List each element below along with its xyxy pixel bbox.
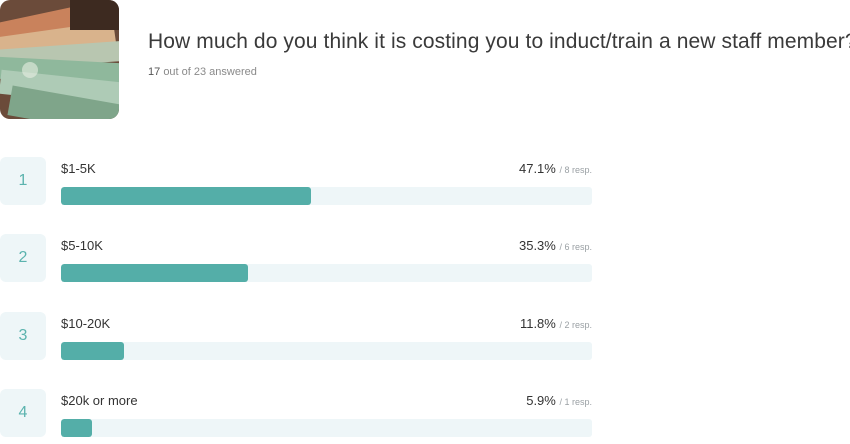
rank-badge: 3 xyxy=(0,312,46,360)
progress-track xyxy=(61,342,592,360)
answer-percent: 47.1% / 8 resp. xyxy=(519,161,592,176)
progress-track xyxy=(61,187,592,205)
progress-fill xyxy=(61,264,249,282)
progress-track xyxy=(61,264,592,282)
money-thumbnail-image xyxy=(0,0,119,119)
banknotes-icon xyxy=(0,0,119,119)
answer-percent: 35.3% / 6 resp. xyxy=(519,238,592,253)
progress-track xyxy=(61,419,592,437)
response-count: / 1 resp. xyxy=(559,397,592,407)
answer-row: 2 $5-10K 35.3% / 6 resp. xyxy=(0,234,600,284)
rank-badge: 2 xyxy=(0,234,46,282)
answer-label: $1-5K xyxy=(61,161,96,176)
rank-badge: 1 xyxy=(0,157,46,205)
answer-label: $5-10K xyxy=(61,238,103,253)
question-title: How much do you think it is costing you … xyxy=(148,30,850,53)
answered-count-text: 17 out of 23 answered xyxy=(148,66,257,78)
answer-percent: 5.9% / 1 resp. xyxy=(526,393,592,408)
percent-value: 47.1% xyxy=(518,161,556,176)
response-count: / 2 resp. xyxy=(559,320,592,330)
answer-label: $20k or more xyxy=(61,393,138,408)
answer-row: 3 $10-20K 11.8% / 2 resp. xyxy=(0,312,600,362)
rank-badge: 4 xyxy=(0,389,46,437)
answer-percent: 11.8% / 2 resp. xyxy=(520,316,592,331)
response-count: / 6 resp. xyxy=(559,242,592,252)
answer-row: 4 $20k or more 5.9% / 1 resp. xyxy=(0,389,600,439)
answer-label: $10-20K xyxy=(61,316,111,331)
response-count: / 8 resp. xyxy=(559,165,592,175)
progress-fill xyxy=(61,342,124,360)
answered-count: 17 xyxy=(148,66,161,78)
progress-fill xyxy=(61,419,93,437)
answer-row: 1 $1-5K 47.1% / 8 resp. xyxy=(0,157,600,207)
percent-value: 35.3% xyxy=(518,238,556,253)
answered-total: out of 23 answered xyxy=(163,66,257,78)
progress-fill xyxy=(61,187,312,205)
percent-value: 11.8% xyxy=(519,316,556,331)
percent-value: 5.9% xyxy=(526,393,556,408)
